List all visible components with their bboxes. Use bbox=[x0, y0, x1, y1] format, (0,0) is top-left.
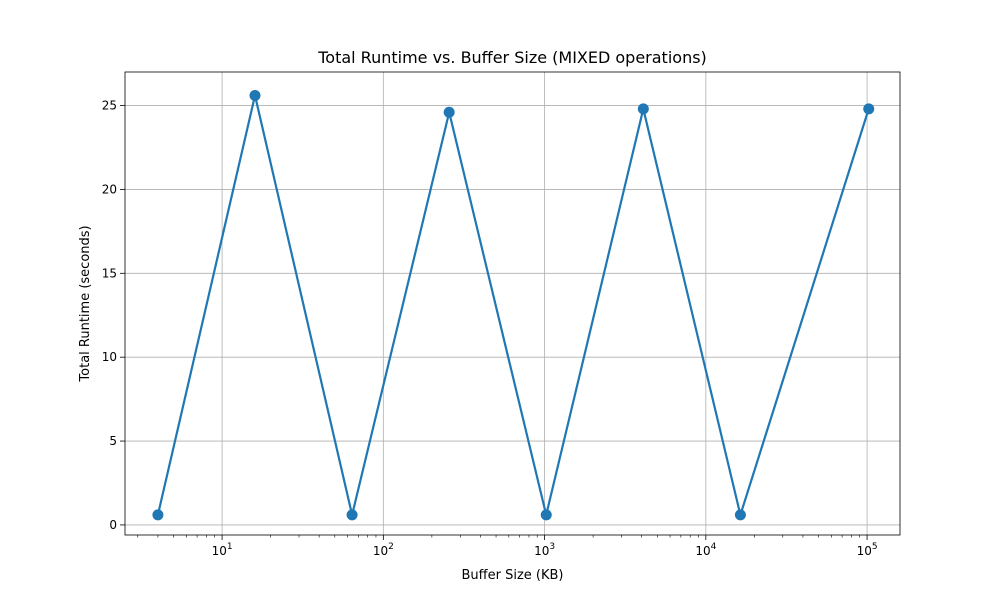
x-tick-base: 10 bbox=[212, 544, 227, 558]
x-tick-exponent: 4 bbox=[711, 542, 717, 552]
data-point bbox=[637, 103, 649, 115]
series-line bbox=[156, 94, 870, 517]
x-tick-label: 102 bbox=[373, 542, 394, 558]
data-point bbox=[734, 509, 746, 521]
x-axis-label: Buffer Size (KB) bbox=[462, 568, 564, 583]
x-tick-base: 10 bbox=[695, 544, 710, 558]
plot-frame bbox=[124, 71, 901, 536]
data-point bbox=[249, 89, 261, 101]
x-tick-base: 10 bbox=[857, 544, 872, 558]
x-tick-label: 105 bbox=[857, 542, 878, 558]
x-tick-exponent: 5 bbox=[872, 542, 878, 552]
data-point bbox=[346, 509, 358, 521]
x-tick-base: 10 bbox=[534, 544, 549, 558]
y-tick-label: 15 bbox=[102, 266, 117, 280]
x-axis-ticks: 101 102 103 104 105 bbox=[137, 535, 878, 558]
series-layer bbox=[152, 89, 875, 521]
x-tick-base: 10 bbox=[373, 544, 388, 558]
y-tick-label: 25 bbox=[102, 99, 117, 113]
x-tick-label: 104 bbox=[695, 542, 716, 558]
grid bbox=[125, 72, 900, 535]
x-tick-exponent: 1 bbox=[227, 542, 233, 552]
y-tick-label: 0 bbox=[109, 518, 117, 532]
y-tick-label: 20 bbox=[102, 182, 117, 196]
y-axis-label: Total Runtime (seconds) bbox=[78, 225, 93, 382]
x-tick-label: 101 bbox=[212, 542, 233, 558]
data-point bbox=[540, 509, 552, 521]
chart-title: Total Runtime vs. Buffer Size (MIXED ope… bbox=[317, 48, 707, 67]
data-point bbox=[152, 509, 164, 521]
x-tick-label: 103 bbox=[534, 542, 555, 558]
x-tick-exponent: 2 bbox=[388, 542, 394, 552]
y-tick-label: 5 bbox=[109, 434, 117, 448]
y-axis-ticks: 0 5 10 15 20 25 bbox=[102, 99, 125, 532]
data-point bbox=[863, 103, 875, 115]
data-point bbox=[443, 106, 455, 118]
x-tick-exponent: 3 bbox=[549, 542, 555, 552]
y-tick-label: 10 bbox=[102, 350, 117, 364]
